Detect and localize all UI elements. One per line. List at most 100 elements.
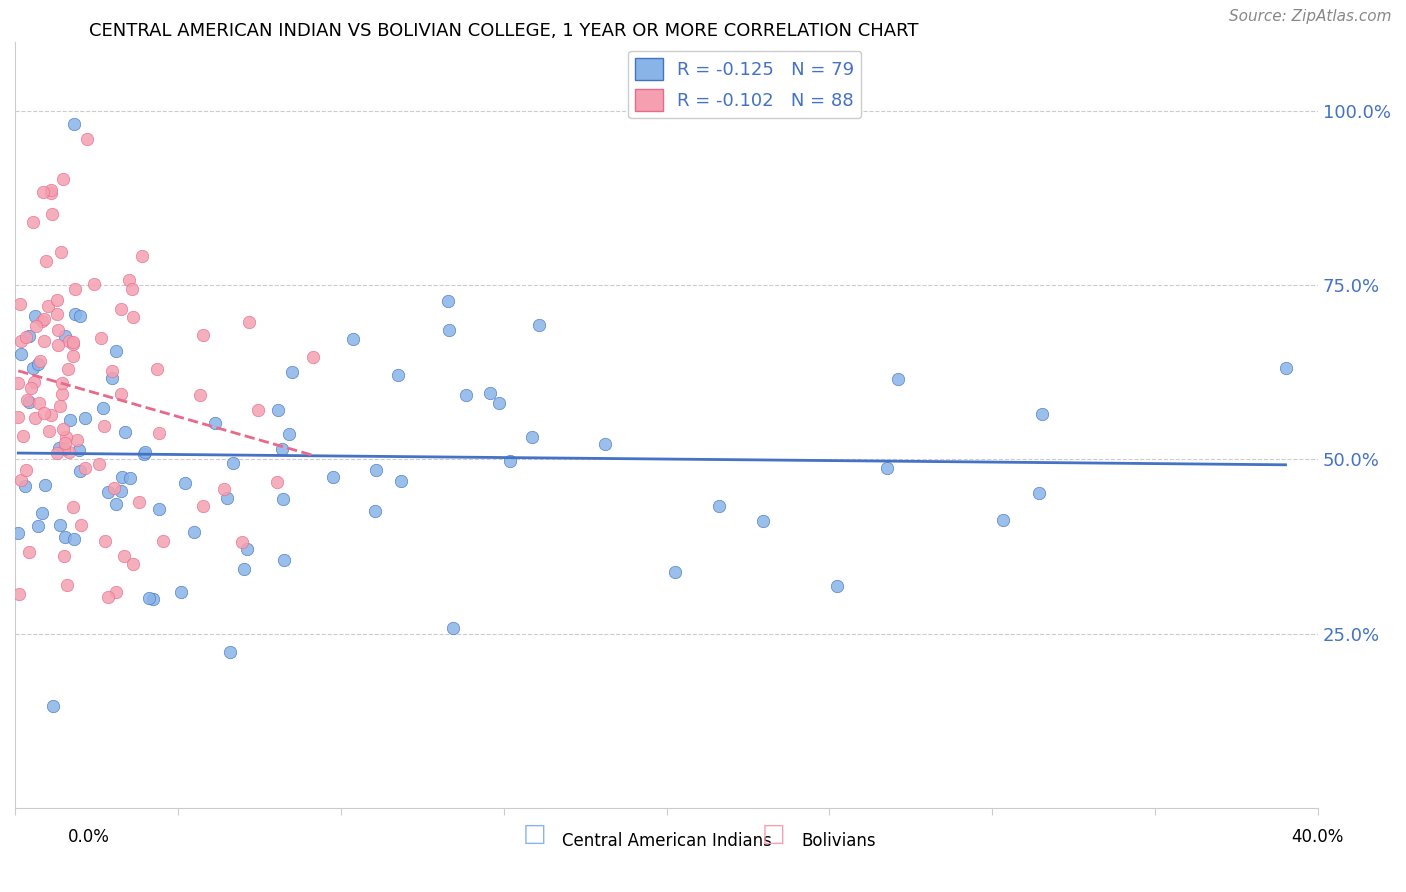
- Point: [233, 561, 256, 575]
- Point: [7, 376, 30, 391]
- Point: [1028, 486, 1050, 500]
- Point: [146, 362, 169, 376]
- Point: [63, 308, 86, 322]
- Point: [51, 244, 73, 259]
- Point: [993, 513, 1015, 527]
- Point: [97, 485, 120, 500]
- Point: [58, 445, 80, 459]
- Point: [271, 491, 294, 506]
- Point: [41, 207, 63, 221]
- Point: [31, 314, 53, 328]
- Point: [63, 117, 86, 131]
- Point: [7, 526, 30, 541]
- Point: [69, 309, 91, 323]
- Point: [94, 534, 117, 549]
- Point: [48, 517, 70, 532]
- Point: [499, 454, 522, 468]
- Point: [437, 323, 460, 337]
- Point: [387, 368, 409, 382]
- Point: [53, 436, 76, 450]
- Point: [97, 590, 120, 604]
- Point: [278, 427, 301, 442]
- Point: [110, 470, 132, 484]
- Point: [112, 549, 135, 563]
- Point: [222, 456, 245, 470]
- Point: [62, 349, 84, 363]
- Point: [188, 388, 211, 402]
- Point: [479, 386, 502, 401]
- Point: [76, 132, 98, 146]
- Point: [454, 388, 477, 402]
- Point: [65, 282, 87, 296]
- Point: [267, 403, 290, 417]
- Text: Bolivians: Bolivians: [801, 832, 876, 850]
- Point: [39, 408, 62, 422]
- Point: [62, 500, 84, 514]
- Point: [48, 441, 70, 455]
- Point: [142, 592, 165, 607]
- Point: [170, 585, 193, 599]
- Point: [441, 621, 464, 635]
- Point: [10, 334, 32, 349]
- Point: [8, 587, 31, 601]
- Point: [104, 585, 127, 599]
- Point: [66, 434, 89, 448]
- Point: [21, 360, 44, 375]
- Point: [56, 578, 79, 592]
- Text: Source: ZipAtlas.com: Source: ZipAtlas.com: [1229, 9, 1392, 24]
- Point: [18, 329, 41, 343]
- Point: [48, 337, 70, 351]
- Point: [15, 330, 38, 344]
- Point: [122, 310, 145, 324]
- Point: [55, 430, 77, 444]
- Point: [7, 410, 30, 425]
- Point: [67, 443, 90, 458]
- Point: [191, 328, 214, 343]
- Point: [62, 336, 84, 351]
- Point: [10, 473, 32, 487]
- Point: [75, 461, 97, 475]
- Point: [247, 403, 270, 417]
- Point: [593, 437, 616, 451]
- Point: [389, 475, 412, 489]
- Point: [707, 499, 730, 513]
- Point: [14, 463, 37, 477]
- Point: [273, 552, 295, 566]
- Point: [121, 557, 143, 571]
- Point: [488, 396, 510, 410]
- Point: [34, 312, 56, 326]
- Point: [15, 393, 38, 408]
- Point: [52, 172, 75, 186]
- Legend: R = -0.125   N = 79, R = -0.102   N = 88: R = -0.125 N = 79, R = -0.102 N = 88: [628, 51, 862, 119]
- Point: [53, 328, 76, 343]
- Point: [876, 460, 898, 475]
- Point: [49, 400, 72, 414]
- Point: [30, 354, 52, 368]
- Point: [31, 506, 53, 520]
- Point: [664, 565, 686, 579]
- Point: [1031, 408, 1053, 422]
- Point: [522, 430, 544, 444]
- Point: [105, 497, 128, 511]
- Point: [69, 464, 91, 478]
- Text: CENTRAL AMERICAN INDIAN VS BOLIVIAN COLLEGE, 1 YEAR OR MORE CORRELATION CHART: CENTRAL AMERICAN INDIAN VS BOLIVIAN COLL…: [89, 22, 918, 40]
- Point: [110, 387, 132, 401]
- Point: [59, 412, 82, 426]
- Point: [93, 419, 115, 434]
- Point: [37, 299, 59, 313]
- Point: [63, 533, 86, 547]
- Point: [8, 296, 31, 310]
- Point: [10, 347, 32, 361]
- Point: [52, 549, 75, 563]
- Point: [104, 344, 127, 359]
- Point: [27, 357, 49, 371]
- Point: [41, 186, 63, 200]
- Point: [131, 249, 153, 263]
- Point: [27, 519, 49, 533]
- Point: [231, 534, 253, 549]
- Point: [46, 323, 69, 337]
- Point: [51, 386, 73, 401]
- Point: [148, 425, 170, 440]
- Point: [302, 351, 325, 365]
- Point: [22, 375, 45, 389]
